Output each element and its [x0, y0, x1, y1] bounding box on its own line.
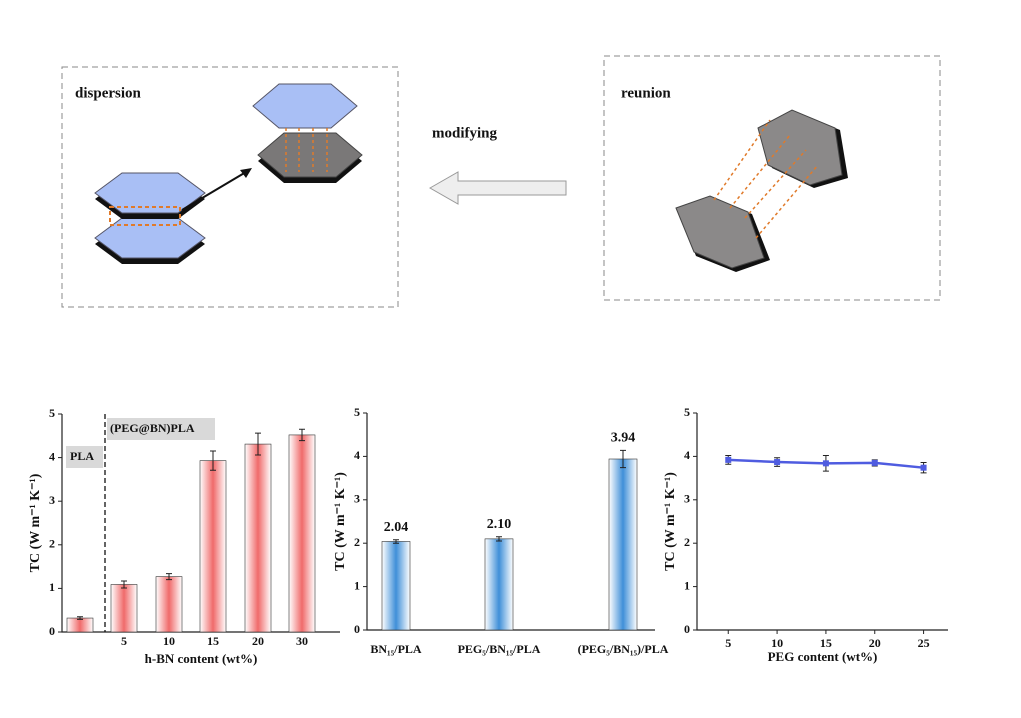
y-tick-label: 0	[49, 624, 55, 638]
x-tick-label: 15	[207, 634, 219, 648]
y-tick-label: 5	[49, 406, 55, 420]
x-tick-label: 10	[771, 636, 783, 650]
bar	[608, 458, 638, 631]
y-tick-label: 5	[684, 405, 690, 419]
x-tick-label: BN₁₅/PLA	[370, 642, 422, 656]
y-tick-label: 2	[354, 535, 360, 549]
marker	[725, 456, 732, 463]
error-bar	[620, 449, 626, 469]
error-bar	[496, 536, 502, 542]
label: dispersion	[75, 85, 142, 101]
y-tick-label: 3	[354, 492, 360, 506]
error-bar	[121, 580, 127, 589]
x-tick-label: 15	[820, 636, 832, 650]
diagram: dispersion modifying reunion	[61, 55, 941, 308]
annotation-box	[107, 418, 215, 440]
y-axis-label: TC (W m⁻¹ K⁻¹)	[663, 472, 678, 571]
arrow-head	[240, 168, 252, 178]
hex-gray	[675, 195, 765, 269]
x-tick-label: 5	[121, 634, 127, 648]
hex-blue	[94, 172, 206, 214]
error-bar	[255, 432, 261, 456]
y-tick-label: 3	[49, 493, 55, 507]
y-tick-label: 4	[49, 449, 55, 463]
y-tick-label: 2	[49, 537, 55, 551]
y-tick-label: 0	[684, 622, 690, 636]
marker	[822, 460, 829, 467]
left-box	[61, 66, 399, 308]
y-tick-label: 4	[684, 448, 690, 462]
y-tick-label: 3	[684, 492, 690, 506]
y-tick-label: 1	[49, 580, 55, 594]
annotation-box	[66, 446, 103, 468]
hollow-arrow	[428, 171, 567, 205]
bar	[110, 584, 138, 633]
hex-gray	[757, 109, 843, 186]
bar	[381, 541, 411, 631]
y-tick-label: 2	[684, 535, 690, 549]
links	[713, 119, 819, 239]
y-tick-label: 1	[354, 578, 360, 592]
x-tick-label: 5	[725, 636, 731, 650]
highlight	[109, 206, 181, 226]
bar	[199, 460, 227, 633]
value-label: 2.10	[487, 517, 512, 532]
hex-gray	[257, 132, 363, 178]
label: modifying	[432, 125, 498, 141]
annotation: (PEG@BN)PLA	[110, 421, 195, 435]
axis	[696, 413, 948, 631]
value-label: 2.04	[384, 520, 409, 535]
marker	[871, 459, 878, 466]
x-tick-label: 30	[296, 634, 308, 648]
x-tick-label: 10	[163, 634, 175, 648]
error-bar	[210, 450, 216, 471]
y-axis-label: TC (W m⁻¹ K⁻¹)	[333, 472, 348, 571]
x-axis-label: h-BN content (wt%)	[145, 651, 258, 666]
error-bar	[166, 573, 172, 581]
error-bar	[299, 428, 305, 442]
y-axis-label: TC (W m⁻¹ K⁻¹)	[28, 473, 43, 572]
y-tick-label: 4	[354, 448, 360, 462]
y-tick-label: 5	[354, 405, 360, 419]
bar	[288, 434, 316, 633]
bar	[484, 538, 514, 631]
label: reunion	[621, 85, 671, 101]
error-bar	[77, 616, 83, 620]
annotation: PLA	[70, 449, 94, 463]
y-tick-label: 0	[354, 622, 360, 636]
value-label: 3.94	[611, 431, 636, 446]
x-tick-label: 20	[252, 634, 264, 648]
hex-blue	[252, 83, 358, 129]
marker	[920, 464, 927, 471]
x-tick-label: 20	[869, 636, 881, 650]
marker	[774, 459, 781, 466]
x-tick-label: 25	[918, 636, 930, 650]
bar	[155, 576, 183, 633]
bar	[66, 617, 94, 633]
x-tick-label: (PEG₅/BN₁₅)/PLA	[578, 642, 669, 656]
x-tick-label: PEG₅/BN₁₅/PLA	[458, 642, 541, 656]
error-bar	[393, 539, 399, 544]
arrow	[181, 171, 247, 211]
links	[285, 128, 328, 172]
bar	[244, 443, 272, 633]
y-tick-label: 1	[684, 578, 690, 592]
x-axis-label: PEG content (wt%)	[768, 649, 878, 664]
